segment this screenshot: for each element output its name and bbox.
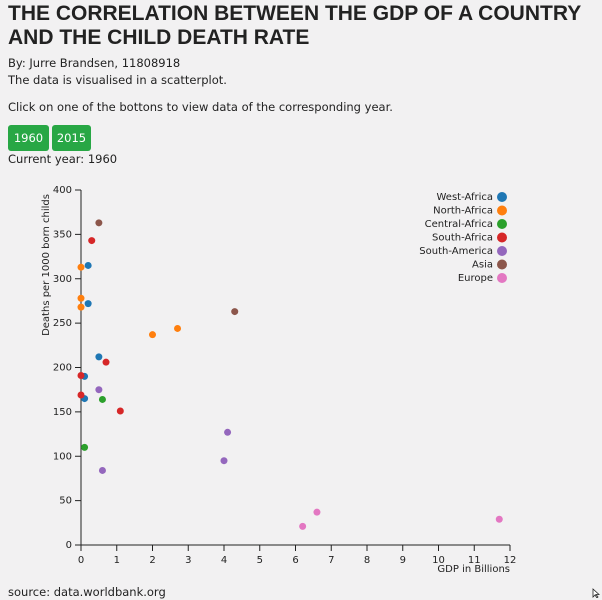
year-2015-button[interactable]: 2015 bbox=[52, 125, 91, 151]
legend-swatch bbox=[497, 219, 507, 229]
legend-swatch bbox=[497, 232, 507, 243]
data-point[interactable] bbox=[95, 219, 103, 227]
x-tick-label: 12 bbox=[504, 555, 517, 566]
data-point[interactable] bbox=[313, 508, 321, 516]
resize-cursor-icon bbox=[592, 588, 600, 598]
x-tick-label: 8 bbox=[364, 555, 370, 566]
x-tick-label: 7 bbox=[328, 555, 334, 566]
data-point[interactable] bbox=[224, 428, 232, 436]
legend-label: North-Africa bbox=[433, 206, 493, 217]
y-tick-label: 300 bbox=[53, 274, 72, 285]
legend-swatch bbox=[497, 259, 507, 270]
data-point[interactable] bbox=[77, 303, 85, 311]
data-point[interactable] bbox=[95, 353, 103, 361]
data-point[interactable] bbox=[299, 522, 307, 530]
y-tick-label: 350 bbox=[53, 229, 72, 240]
legend-label: Central-Africa bbox=[425, 219, 493, 230]
data-point[interactable] bbox=[77, 371, 85, 379]
data-point[interactable] bbox=[495, 515, 503, 523]
data-point[interactable] bbox=[77, 263, 85, 271]
y-tick-label: 0 bbox=[66, 540, 72, 551]
data-point[interactable] bbox=[220, 457, 228, 465]
data-point[interactable] bbox=[77, 294, 85, 302]
legend-label: Europe bbox=[458, 273, 493, 284]
legend-label: West-Africa bbox=[437, 192, 494, 203]
y-tick-label: 50 bbox=[59, 496, 72, 507]
x-tick-label: 6 bbox=[292, 555, 298, 566]
data-point[interactable] bbox=[84, 261, 92, 269]
y-axis-label: Deaths per 1000 born childs bbox=[41, 194, 52, 336]
data-point[interactable] bbox=[84, 300, 92, 308]
x-tick-label: 11 bbox=[468, 555, 481, 566]
data-point[interactable] bbox=[95, 386, 103, 394]
author-line: By: Jurre Brandsen, 11808918 bbox=[8, 56, 181, 70]
instruction-line: Click on one of the bottons to view data… bbox=[8, 100, 393, 114]
legend-swatch bbox=[497, 205, 507, 216]
scatter-chart: 0 1 2 3 4 5 6 7 8 9 10 11 12050100150200250300350400… bbox=[41, 185, 517, 575]
data-point[interactable] bbox=[174, 324, 182, 332]
legend-swatch bbox=[497, 192, 507, 202]
year-1960-button[interactable]: 1960 bbox=[8, 125, 49, 151]
current-year-label: Current year: 1960 bbox=[8, 152, 118, 166]
data-point[interactable] bbox=[231, 308, 239, 316]
data-point[interactable] bbox=[81, 443, 89, 451]
x-axis-label: GDP in Billions bbox=[437, 564, 510, 575]
legend-swatch bbox=[497, 273, 507, 283]
legend-label: South-America bbox=[419, 246, 493, 257]
y-tick-label: 150 bbox=[53, 407, 72, 418]
data-point[interactable] bbox=[98, 466, 106, 474]
x-tick-label: 1 bbox=[114, 555, 120, 566]
y-tick-label: 200 bbox=[53, 363, 72, 374]
data-point[interactable] bbox=[88, 237, 96, 245]
data-point[interactable] bbox=[77, 391, 85, 399]
source-footer: source: data.worldbank.org bbox=[8, 585, 166, 599]
x-tick-label: 4 bbox=[221, 555, 227, 566]
data-point[interactable] bbox=[116, 407, 124, 415]
data-point[interactable] bbox=[149, 331, 156, 339]
legend-label: Asia bbox=[472, 260, 493, 271]
x-tick-label: 9 bbox=[400, 555, 406, 566]
x-tick-label: 10 bbox=[432, 555, 445, 566]
legend-swatch bbox=[497, 246, 507, 256]
y-tick-label: 100 bbox=[53, 451, 72, 462]
x-tick-label: 0 bbox=[78, 555, 84, 566]
x-tick-label: 2 bbox=[149, 555, 155, 566]
y-tick-label: 250 bbox=[53, 318, 72, 329]
description-line: The data is visualised in a scatterplot. bbox=[8, 73, 227, 87]
x-tick-label: 5 bbox=[257, 555, 263, 566]
page-title: THE CORRELATION BETWEEN THE GDP OF A COU… bbox=[8, 2, 581, 49]
data-point[interactable] bbox=[98, 395, 106, 403]
x-tick-label: 3 bbox=[185, 555, 191, 566]
y-tick-label: 400 bbox=[53, 185, 72, 196]
data-point[interactable] bbox=[102, 358, 110, 366]
legend-label: South-Africa bbox=[432, 233, 493, 244]
